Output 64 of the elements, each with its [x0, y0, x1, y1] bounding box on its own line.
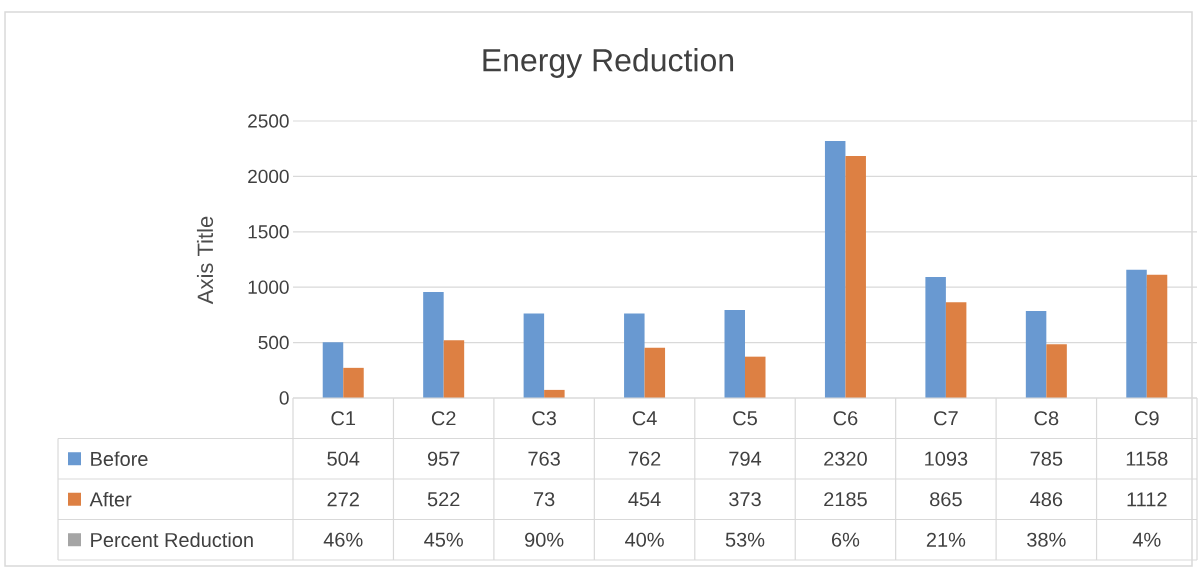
- bar: [925, 276, 946, 398]
- bar: [523, 313, 545, 398]
- data-label: 272: [327, 492, 359, 507]
- bar: [1025, 311, 1047, 398]
- bar: [1046, 344, 1067, 398]
- data-label: 1093: [925, 451, 968, 466]
- data-label: 454: [628, 492, 661, 507]
- data-label: 762: [628, 451, 661, 466]
- bar: [745, 356, 766, 398]
- bar: [443, 340, 465, 398]
- x-tick-label: C1: [331, 411, 356, 426]
- data-label: 2185: [824, 492, 867, 507]
- x-tick-label: C5: [733, 411, 757, 426]
- y-tick-label: 2500: [248, 114, 289, 128]
- x-tick-label: C9: [1135, 411, 1159, 426]
- bar: [724, 310, 745, 398]
- text: 40%: [625, 532, 664, 547]
- bar: [1126, 269, 1147, 398]
- y-axis-title: Axis Title: [196, 216, 214, 305]
- text: 6%: [832, 532, 860, 547]
- data-label: 957: [427, 451, 460, 466]
- chart-title: Energy Reduction: [483, 48, 734, 78]
- bar: [624, 313, 645, 398]
- x-tick-label: C6: [833, 411, 858, 426]
- y-tick-label: 2000: [248, 169, 289, 184]
- data-label: 504: [327, 451, 360, 466]
- data-label: 865: [930, 492, 962, 507]
- y-tick-label: 0: [279, 391, 289, 405]
- bar: [845, 155, 866, 398]
- x-tick-label: C3: [532, 411, 557, 426]
- data-label: 73: [534, 492, 555, 507]
- text: 46%: [323, 532, 363, 547]
- bar: [423, 291, 444, 398]
- text: 4%: [1132, 532, 1161, 547]
- legend-label: After: [89, 491, 132, 507]
- y-tick-label: 1500: [248, 225, 289, 239]
- legend-label: Before: [91, 451, 148, 467]
- data-label: 486: [1030, 492, 1063, 507]
- bar: [945, 302, 967, 398]
- bar: [644, 347, 666, 398]
- bar: [824, 140, 846, 398]
- bar: [343, 367, 364, 398]
- data-label: 763: [528, 451, 560, 466]
- data-label: 522: [427, 492, 460, 507]
- y-tick-label: 1000: [248, 280, 289, 294]
- data-label: 1112: [1127, 492, 1167, 507]
- text: 45%: [424, 532, 463, 547]
- x-tick-label: C8: [1034, 411, 1059, 426]
- text: 21%: [926, 532, 966, 547]
- y-tick-label: 500: [258, 335, 289, 350]
- data-label: 373: [729, 492, 761, 507]
- text: 38%: [1027, 532, 1066, 547]
- data-label: 1158: [1126, 451, 1168, 466]
- text: 53%: [725, 532, 765, 547]
- data-label: 785: [1030, 451, 1063, 466]
- x-tick-label: C7: [934, 411, 958, 426]
- data-label: 794: [729, 451, 762, 466]
- x-tick-label: C4: [632, 411, 657, 426]
- data-label: 2320: [824, 451, 867, 466]
- legend-label: Percent Reduction: [91, 532, 253, 548]
- bar: [1146, 274, 1168, 398]
- x-tick-label: C2: [431, 411, 456, 426]
- bar: [322, 342, 344, 398]
- text: 90%: [525, 532, 564, 547]
